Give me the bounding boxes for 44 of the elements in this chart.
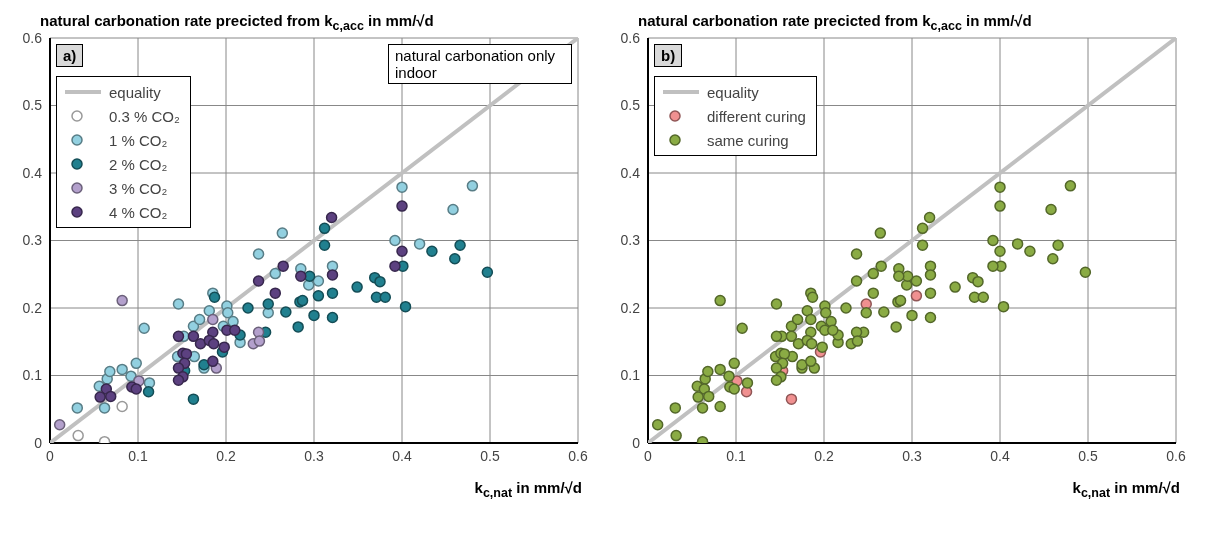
x-tick-label: 0.6 — [568, 447, 588, 464]
annotation: natural carbonation only indoor — [395, 47, 556, 81]
y-tick-label: 0.1 — [620, 367, 641, 384]
y-tick-label: 0 — [632, 434, 641, 451]
x-axis-title: k$_{c,nat}$ in mm/√d — [474, 479, 582, 500]
legend-label: 2 % CO₂ — [109, 155, 168, 173]
x-tick-label: 0.2 — [814, 447, 834, 464]
x-tick-label: 0.1 — [128, 447, 148, 464]
x-tick-label: 0.4 — [990, 447, 1010, 464]
legend-label: 4 % CO₂ — [109, 203, 168, 221]
y-tick-label: 0.6 — [620, 29, 641, 46]
x-tick-label: 0.5 — [480, 447, 500, 464]
legend-label: same curing — [707, 131, 789, 149]
chart-title: natural carbonation rate precicted from k$_{c,acc}$ in mm/√d — [40, 12, 434, 33]
legend-label: equality — [109, 83, 161, 101]
y-tick-label: 0.5 — [22, 97, 43, 114]
legend-label: 3 % CO₂ — [109, 179, 168, 197]
y-tick-label: 0.3 — [620, 232, 641, 249]
y-tick-label: 0.2 — [22, 299, 43, 316]
chart-title: natural carbonation rate precicted from k$_{c,acc}$ in mm/√d — [638, 12, 1032, 33]
annotation: b) — [661, 47, 676, 64]
legend-label: 0.3 % CO₂ — [109, 107, 180, 125]
y-tick-label: 0 — [34, 434, 43, 451]
x-tick-label: 0.3 — [902, 447, 922, 464]
x-tick-label: 0 — [46, 447, 55, 464]
x-tick-label: 0.6 — [1166, 447, 1186, 464]
x-tick-label: 0.5 — [1078, 447, 1098, 464]
legend-label: equality — [707, 83, 759, 101]
legend-label: different curing — [707, 107, 806, 125]
x-axis-title: k$_{c,nat}$ in mm/√d — [1072, 479, 1180, 500]
y-tick-label: 0.4 — [22, 164, 43, 181]
y-tick-label: 0.3 — [22, 232, 43, 249]
x-tick-label: 0.4 — [392, 447, 412, 464]
y-tick-label: 0.1 — [22, 367, 43, 384]
x-tick-label: 0.2 — [216, 447, 236, 464]
y-tick-label: 0.5 — [620, 97, 641, 114]
x-tick-label: 0 — [644, 447, 653, 464]
x-tick-label: 0.3 — [304, 447, 324, 464]
legend-label: 1 % CO₂ — [109, 131, 168, 149]
y-tick-label: 0.4 — [620, 164, 641, 181]
annotation: a) — [63, 47, 77, 64]
y-tick-label: 0.2 — [620, 299, 641, 316]
y-tick-label: 0.6 — [22, 29, 43, 46]
x-tick-label: 0.1 — [726, 447, 746, 464]
